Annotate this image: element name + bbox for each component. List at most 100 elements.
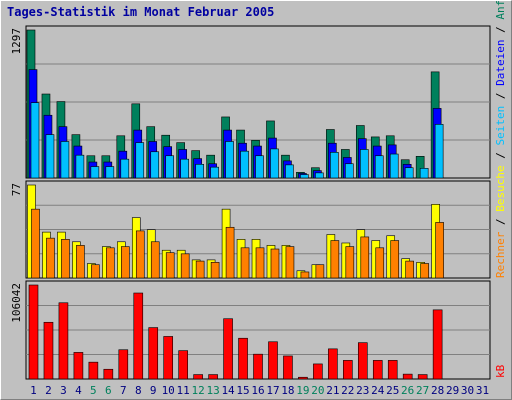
bar-rechner (180, 253, 190, 279)
bar-rechner (225, 226, 235, 279)
bar-seiten (45, 134, 55, 179)
x-day-label: 4 (75, 384, 82, 397)
bar-seiten (195, 164, 204, 179)
bar-kb (417, 374, 428, 380)
bar-seiten (300, 174, 309, 179)
x-day-label: 18 (281, 384, 294, 397)
panels-layer (25, 25, 491, 380)
bar-rechner (210, 261, 220, 279)
bar-seiten (165, 155, 175, 179)
legend-anfragen: Anfragen (494, 1, 507, 20)
bar-kb (148, 327, 159, 380)
bar-kb (432, 309, 443, 380)
bar-kb (357, 342, 368, 380)
bar-seiten (330, 152, 339, 179)
bar-kb (298, 376, 308, 380)
bar-rechner (255, 247, 265, 279)
bar-seiten (210, 166, 219, 179)
bar-seiten (60, 141, 70, 179)
x-day-label: 7 (120, 384, 127, 397)
bar-rechner (150, 241, 160, 279)
bar-rechner (195, 260, 205, 279)
bar-kb (372, 360, 383, 380)
bar-seiten (255, 155, 264, 179)
bar-seiten (135, 142, 145, 179)
legend-sep: / (494, 212, 507, 232)
x-day-label: 10 (162, 384, 175, 397)
bar-rechner (285, 246, 295, 279)
y-labels-layer: 1297 77 106042 (10, 28, 23, 323)
bar-seiten (285, 164, 294, 179)
bar-kb (402, 373, 413, 380)
bar-kb (43, 321, 54, 380)
bar-seiten (315, 172, 324, 179)
x-day-label: 5 (90, 384, 97, 397)
bar-kb (268, 341, 278, 380)
bar-kb (73, 352, 84, 380)
bar-rechner (91, 264, 100, 279)
legend-seiten: Seiten (494, 106, 507, 146)
bar-rechner (330, 240, 340, 279)
x-day-label: 28 (431, 384, 444, 397)
x-day-label: 16 (251, 384, 264, 397)
bar-rechner (360, 236, 370, 279)
legend-sep: / (494, 146, 507, 166)
bar-kb (88, 361, 99, 380)
x-day-label: 29 (446, 384, 459, 397)
bar-seiten (225, 141, 234, 179)
x-day-label: 14 (221, 384, 235, 397)
bar-kb (343, 360, 353, 380)
bar-rechner (345, 246, 355, 279)
legend-dateien: Dateien (494, 40, 507, 86)
x-day-label: 25 (386, 384, 399, 397)
bar-kb (118, 349, 129, 380)
bar-seiten (345, 163, 354, 179)
x-day-label: 1 (30, 384, 37, 397)
bar-seiten (105, 166, 115, 179)
bar-rechner (61, 239, 70, 279)
bar-kb (133, 292, 144, 380)
bar-seiten (359, 149, 369, 179)
x-day-label: 23 (356, 384, 369, 397)
bar-seiten (389, 153, 399, 179)
x-day-label: 31 (476, 384, 489, 397)
bar-kb (238, 337, 248, 380)
bar-seiten (90, 166, 100, 179)
x-day-label: 6 (105, 384, 112, 397)
bar-kb (163, 336, 174, 380)
x-day-label: 20 (311, 384, 324, 397)
x-day-label: 8 (135, 384, 142, 397)
chart-title: Tages-Statistik im Monat Februar 2005 (7, 5, 275, 19)
bars-layer (26, 29, 444, 380)
bar-kb (58, 302, 69, 380)
bar-seiten (120, 158, 130, 179)
x-day-label: 21 (326, 384, 339, 397)
legend-group: Rechner / Besuche / Seiten / Dateien / A… (494, 1, 507, 278)
legend-text: Rechner / Besuche / Seiten / Dateien / A… (494, 1, 507, 278)
bar-seiten (374, 155, 384, 179)
x-day-label: 26 (401, 384, 414, 397)
bar-rechner (420, 263, 429, 279)
x-day-label: 22 (341, 384, 354, 397)
bar-rechner (165, 252, 175, 279)
bar-kb (313, 363, 323, 380)
x-day-label: 17 (266, 384, 279, 397)
y-max-label-hits: 1297 (10, 28, 23, 55)
bar-rechner (375, 247, 385, 279)
bar-kb (387, 360, 398, 380)
bar-kb (28, 284, 39, 380)
x-day-label: 13 (206, 384, 219, 397)
bar-kb (223, 318, 233, 380)
x-day-label: 9 (150, 384, 157, 397)
x-day-label: 12 (192, 384, 205, 397)
x-day-label: 15 (236, 384, 249, 397)
legend-layer: Rechner / Besuche / Seiten / Dateien / A… (494, 1, 507, 378)
x-day-label: 24 (371, 384, 385, 397)
bar-seiten (434, 124, 444, 179)
legend-rechner: Rechner (494, 231, 507, 278)
legend-text: kB (494, 364, 507, 378)
x-day-label: 30 (461, 384, 474, 397)
bar-seiten (150, 151, 160, 179)
bar-seiten (270, 148, 279, 179)
